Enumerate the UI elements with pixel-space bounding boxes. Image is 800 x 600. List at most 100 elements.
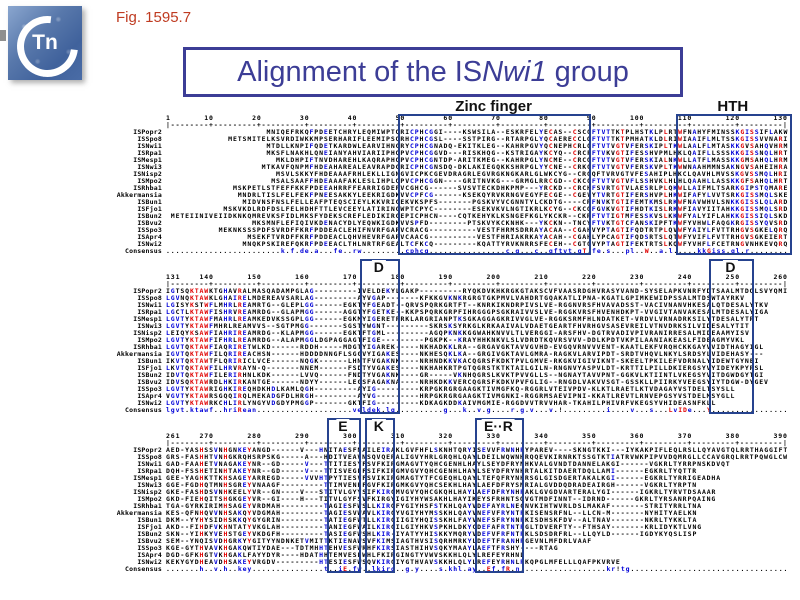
row-label: Akkermansia: [116, 191, 162, 199]
row-label: ISApr4: [137, 233, 162, 241]
row-label: ISBvu2: [137, 537, 162, 545]
row-label: ISBvu2: [137, 219, 162, 227]
sequence-row: ISMpo2 MSALSAAFFHDEAAAFAKLESLIHPLQPVCPHC…: [88, 178, 798, 185]
sequence-row: ISNwi1 MTDLLKNPIFQDETKARDWLEARVIHNGRYCPH…: [88, 143, 798, 150]
sequence-row: ISNwi2 LGVTYKTAWRKCHLIRLYNGYVDGDYPMGGP---…: [88, 400, 798, 407]
sequence-row: ISSpo8 LGVNQKTAWKLGHAIRELMDEREAVSARLAG---…: [88, 295, 798, 302]
sequence-row: ISRpa1 DQH-FSSHETINHTAKEYNR--GD-----V---T…: [88, 468, 798, 475]
sequence-row: ISBvu2 IDVSQKTAWRDLHKIRKANTGE------NDYY--…: [88, 379, 798, 386]
row-label: ISBun1: [137, 516, 162, 524]
sequence-row: ISNisp2 LEIQYKSAWFIAHRIREAMRDG--KLAPMGG--…: [88, 330, 798, 337]
block-spacer: [88, 418, 798, 433]
row-label: ISBun2: [137, 212, 162, 220]
sequence-row: ISSpo3 MEKNKSSSPDFSVRDFFKRFPDDEACLEHIFNV…: [88, 227, 798, 234]
row-label: ISBun1: [137, 357, 162, 365]
sequence-row: ISNwi3 MTKAVFQNPMFHDEAHAREALEAVRAPDGRICP…: [88, 164, 798, 171]
row-label: ISBvu2: [137, 378, 162, 386]
sequence-row: ISNisp2 GKE-FASHDSVNHKEELYVR--GN----V---S…: [88, 489, 798, 496]
slide-title: Alignment of the ISNwi1 group: [237, 56, 629, 89]
sequence-row: ISSpo8 METSMITELKSVRDIWKKMPSERHARIFLEEMI…: [88, 136, 798, 143]
ruler-numbers: 261 270 280 290 300 310 320 330 340 350 …: [166, 432, 788, 440]
row-label: Consensus: [124, 247, 162, 255]
sequence-row: ISNwi3 GGE-FGDHQTMNHSGREYVNAAGF---------T…: [88, 482, 798, 489]
row-label: ISMesp1: [133, 156, 162, 164]
block-spacer: [88, 100, 798, 115]
row-label: ISRhba1: [133, 184, 162, 192]
title-italic: Nwi1: [482, 55, 547, 88]
sequence-row: ISFjo1 LKVTQKTAWFILHRVRAYN-Q-------NNEM--…: [88, 365, 798, 372]
row-label: ISNwi1: [137, 301, 162, 309]
row-label: ISNisp2: [133, 170, 162, 178]
sequence-row: ISFjo1 MSKVKDLRDFDSLFELHDHFTTLEVCEEYLATI…: [88, 206, 798, 213]
sequence-row: ISRpa1 MKSFLNAKHLQNEIANYAHVIARIIPHQPVCPH…: [88, 150, 798, 157]
row-label: Consensus: [124, 406, 162, 414]
sequence-row: ISApr4 DGD-GFKHGTVKHGAKLFAYYDYR----HDATHH…: [88, 552, 798, 559]
row-label: ISBun1: [137, 198, 162, 206]
sequence-row: ISSpo3 LGVTYKTAWRIGHKIREQHDKHDLKAMLQGH---…: [88, 386, 798, 393]
row-label: ISFjo1: [137, 205, 162, 213]
logo-text: Tn: [32, 31, 58, 54]
row-label: ISMesp1: [133, 474, 162, 482]
sequence-row: Akkermansia IGVTQKTAWFILQRIREACHSN------H…: [88, 351, 798, 358]
sequence-row: ISBun1 DKM--YYHYSIDHSKKQYGYGRIN---------T…: [88, 517, 798, 524]
sequence-row: Akkermansia MNDRLTISLFELFEKFPNEESAKKYLEE…: [88, 192, 798, 199]
sequence-row: ISBun1 IKVTQKTAWTFLQRIRICLVCE------NQGK--…: [88, 358, 798, 365]
row-label: ISRpa1: [137, 149, 162, 157]
row-label: ISSpo8: [137, 453, 162, 461]
ruler-numbers: 1 10 20 30 40 50 60 70 80 90 100 110 120…: [166, 114, 788, 122]
sequence-row: ISBun2 METEIINIVEIIDKNKQMREVKSFIDLMKSFYD…: [88, 213, 798, 220]
conserved-residue-letter: K: [371, 418, 386, 434]
row-label: ISNwi2: [137, 558, 162, 566]
row-label: ISPopr2: [133, 287, 162, 295]
sequence-row: ISApr4 VGVTYKTAWRSGQQIRQLMEKADGFDLHRGH---…: [88, 393, 798, 400]
row-label: ISFjo1: [137, 364, 162, 372]
sequence-row: ISNwi1 LGISYKSTWFLMHRLREAMRTG--GLEPLGG---…: [88, 302, 798, 309]
row-label: ISSpo3: [137, 544, 162, 552]
conserved-residue-letter: D: [723, 259, 738, 275]
sequence-row: ISNwi2 MNQKPSKIREFQKRFPDEEACLTHLNRTRFGEA…: [88, 241, 798, 248]
row-label: ISMpo2: [137, 336, 162, 344]
ruler-ticks: |--------+---------+---------+---------+…: [166, 121, 788, 129]
consensus-row: Consensus .......h..v.h..key.............…: [88, 566, 798, 573]
row-label: ISSpo8: [137, 135, 162, 143]
row-label: ISRpa1: [137, 308, 162, 316]
row-label: ISMpo2: [137, 495, 162, 503]
row-label: ISMpo2: [137, 177, 162, 185]
row-label: ISSpo3: [137, 385, 162, 393]
sequence-row: ISPopr2 IGTSQKTAWKTGHAVRALMASQADAMPGLAG--…: [88, 288, 798, 295]
sequence-row: ISMpo2 GKD-FIEHQITSHGKGEYVR--GI----H---TI…: [88, 496, 798, 503]
row-label: ISNwi3: [137, 481, 162, 489]
sequence-row: ISRhba1 TGA-GYRKIRIMHSAGEYVRDMAH---------…: [88, 503, 798, 510]
row-label: ISNwi3: [137, 163, 162, 171]
sequence-row: ISNwi1 GAD-FAAHETVNAGAKEYNR--GD-----V---T…: [88, 461, 798, 468]
sequence-row: ISRhba1 LGVTQKTAWFIAQRIRETWLKD------RDDH-…: [88, 344, 798, 351]
ctn-logo: Tn: [4, 3, 91, 90]
alignment-panel: 1 10 20 30 40 50 60 70 80 90 100 110 120…: [88, 98, 798, 577]
row-label: ISBun2: [137, 530, 162, 538]
sequence-row: ISMpo2 LGVTYKTAWFIFHRLREAMRDG--ALAPMGGLDG…: [88, 337, 798, 344]
ruler-ticks: |--------+---------+---------+---------+…: [166, 280, 788, 288]
alignment-block: 1 10 20 30 40 50 60 70 80 90 100 110 120…: [88, 98, 798, 255]
sequence-row: ISBun2 IDVTQKTAWFILERIRHNLKDK------LVVQ--…: [88, 372, 798, 379]
sequence-row: ISBvu2 MKSMNFLEFIQIVKDENACYDLYEQWKIGDKVV…: [88, 220, 798, 227]
sequence-row: ISBun2 SKN--YIHKYVEHSTGEYVKDGFH---------T…: [88, 531, 798, 538]
sequence-row: ISSpo8 GRS-FASHHTVNHGKRQHSRPSKG-----A---H…: [88, 454, 798, 461]
block-spacer: [88, 259, 798, 274]
row-label: ISNwi2: [137, 399, 162, 407]
row-label: ISNisp2: [133, 329, 162, 337]
row-label: ISNwi3: [137, 322, 162, 330]
row-label: ISPopr2: [133, 446, 162, 454]
row-label: ISNwi1: [137, 142, 162, 150]
figure-label: Fig. 1595.7: [116, 9, 192, 26]
title-suffix: group: [546, 55, 629, 88]
row-label: ISBun2: [137, 371, 162, 379]
row-label: ISSpo3: [137, 226, 162, 234]
row-label: ISNwi2: [137, 240, 162, 248]
conserved-residue-letter: E: [336, 418, 350, 434]
sequence-row: ISNisp2 MSVLSKKYFHDEAAAFRHLEKLLIGNGVICPK…: [88, 171, 798, 178]
row-label: ISFjo1: [137, 523, 162, 531]
conserved-residue-letter: D: [371, 259, 386, 275]
row-label: ISRhba1: [133, 502, 162, 510]
sequence-row: ISMesp1 MKLDHPIFTNVDHAREHLKAQRAPHQPVCPHC…: [88, 157, 798, 164]
domain-label: Zinc finger: [455, 98, 532, 115]
